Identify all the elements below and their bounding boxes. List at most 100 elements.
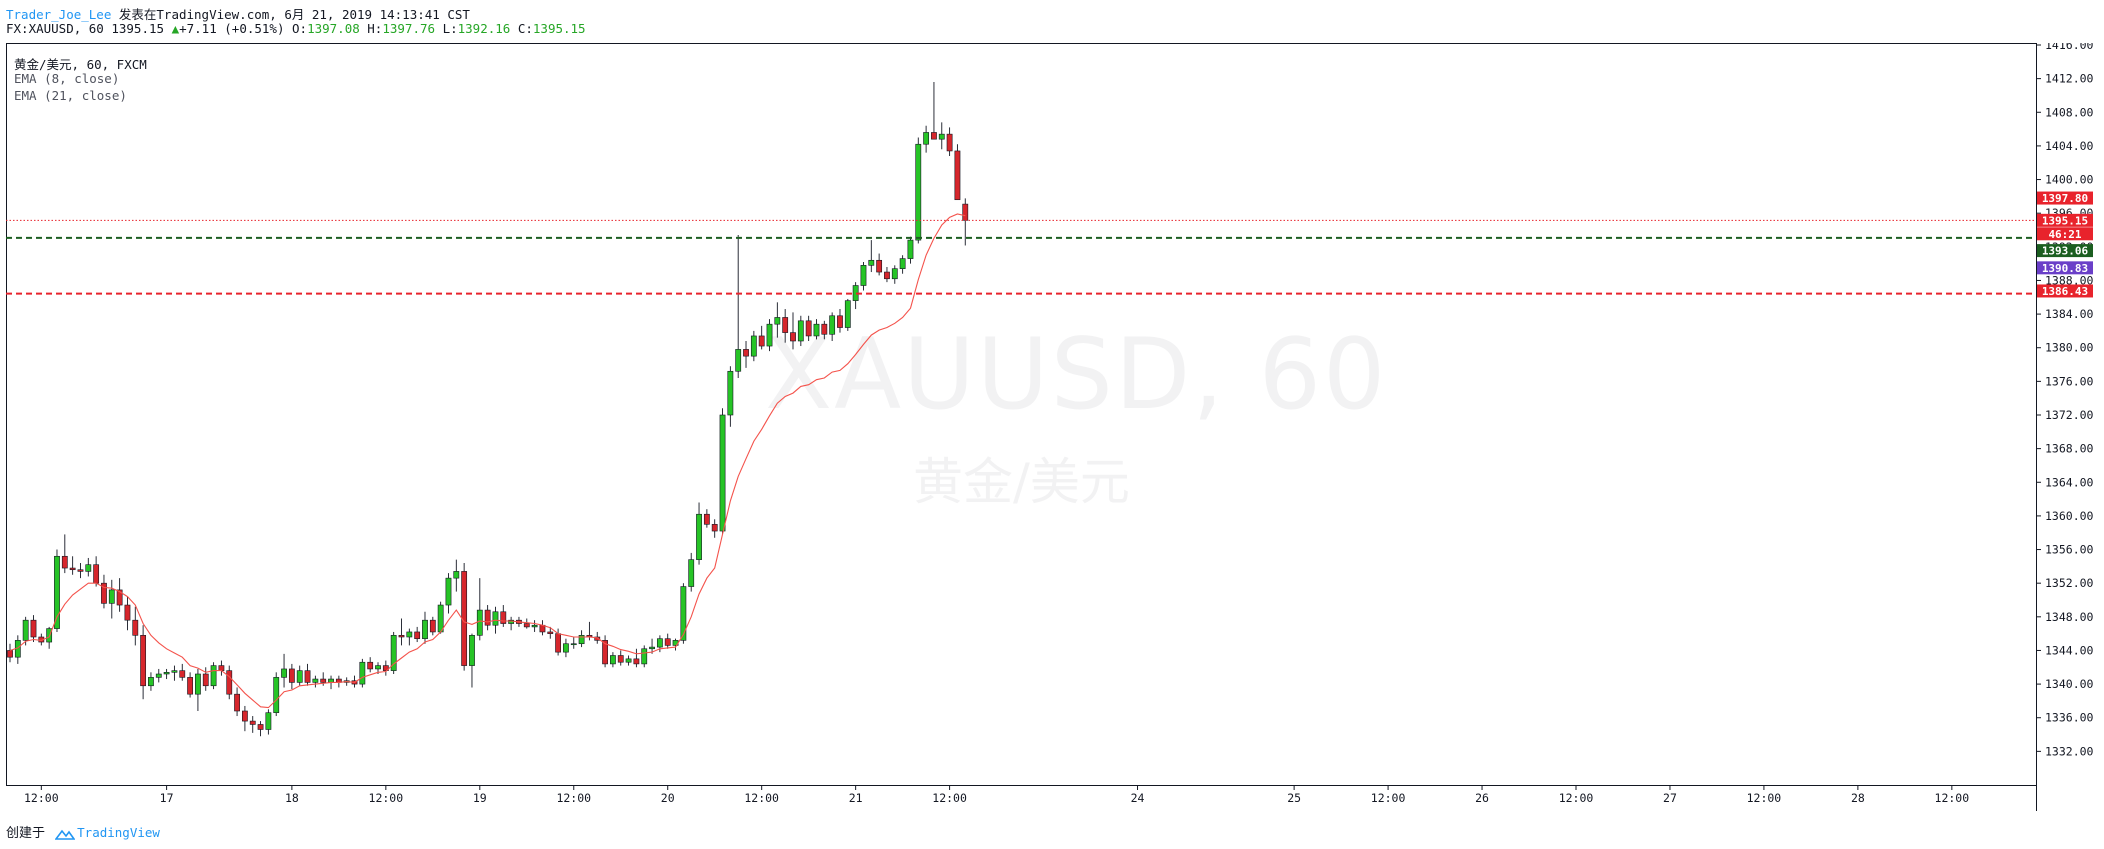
candle-body (320, 678, 327, 683)
candle-body (492, 611, 499, 626)
bull-candle (22, 616, 29, 646)
x-tick-label: 25 (1287, 791, 1301, 805)
x-tick-label: 12:00 (24, 791, 59, 805)
bull-candle (868, 240, 875, 273)
candle-body (703, 513, 710, 525)
price-label-text: 46:21 (2048, 228, 2081, 241)
candle-body (77, 569, 84, 572)
y-tick-label: 1368.00 (2045, 442, 2094, 456)
price-axis-label: 1390.83 (2037, 261, 2093, 275)
candle-body (187, 677, 193, 695)
bear-candle (461, 563, 468, 671)
bull-candle (696, 502, 702, 565)
candle-body (641, 648, 648, 665)
candle-body (649, 646, 655, 650)
candle-body (218, 665, 225, 671)
candle-body (140, 635, 147, 687)
bear-candle (602, 635, 608, 668)
close-value: 1395.15 (532, 21, 586, 36)
y-tick-label: 1348.00 (2045, 610, 2094, 624)
y-tick-label: 1400.00 (2045, 173, 2094, 187)
open-value: 1397.08 (307, 21, 360, 36)
candle-body (594, 636, 601, 641)
price-label-text: 1397.80 (2042, 192, 2088, 205)
candle-body (132, 619, 139, 636)
open-label: O: (292, 21, 308, 36)
candle-body (249, 720, 256, 725)
candle-body (923, 132, 930, 145)
bear-candle (946, 127, 953, 156)
bear-candle (547, 626, 554, 639)
publish-text: 发表在TradingView.com, 6月 21, 2019 14:13:41… (118, 7, 470, 22)
candle-body (750, 335, 757, 357)
legend-ema21[interactable]: EMA (21, close) (14, 88, 127, 103)
ohlc-header: FX:XAUUSD, 60 1395.15 ▲+7.11 (+0.51%) O:… (6, 21, 586, 36)
bull-candle (797, 315, 804, 347)
y-tick-label: 1344.00 (2045, 643, 2094, 657)
candle-body (7, 650, 13, 658)
bear-candle (7, 643, 13, 663)
bull-candle (445, 573, 452, 614)
candle-body (54, 555, 60, 629)
bear-candle (398, 618, 405, 646)
high-label: H: (367, 21, 383, 36)
bear-candle (743, 341, 749, 368)
y-tick-label: 1408.00 (2045, 105, 2094, 119)
bear-candle (218, 660, 225, 676)
candle-body (406, 631, 413, 638)
candle-body (148, 677, 154, 687)
bull-candle (273, 672, 280, 717)
candle-body (664, 638, 671, 646)
candle-body (625, 658, 632, 663)
bull-candle (508, 616, 515, 631)
candle-body (602, 640, 608, 665)
tradingview-link[interactable]: TradingView (77, 825, 160, 840)
bull-candle (148, 672, 154, 691)
candle-body (868, 259, 875, 266)
candle-body (860, 265, 867, 286)
bear-candle (30, 615, 37, 643)
y-tick-label: 1388.00 (2045, 273, 2094, 287)
price-label-text: 1395.15 (2042, 214, 2088, 227)
bear-candle (711, 519, 718, 538)
legend-ema8[interactable]: EMA (8, close) (14, 71, 120, 86)
chart-svg[interactable]: 1416.001412.001408.001404.001400.001396.… (6, 38, 2094, 811)
candle-body (69, 567, 76, 571)
bull-candle (813, 319, 820, 340)
candle-body (30, 619, 37, 638)
candle-body (288, 668, 295, 683)
price-label-text: 1393.06 (2042, 245, 2089, 258)
price-label-bg (2037, 227, 2093, 241)
chart-area[interactable]: 1416.00 1412.00 1408.00 1404.00 1400.00 1396.… (6, 38, 2094, 811)
author-link[interactable]: Trader_Joe_Lee (6, 7, 112, 22)
bear-candle (140, 625, 147, 700)
legend-symbol[interactable]: 黄金/美元, 60, FXCM (14, 57, 147, 72)
candle-body (437, 604, 444, 633)
bear-candle (257, 721, 264, 737)
footer: 创建于 TradingView (6, 822, 160, 841)
bull-candle (829, 312, 836, 341)
candle-body (484, 609, 491, 626)
bull-candle (108, 579, 115, 619)
y-tick-label: 1364.00 (2045, 475, 2094, 489)
y-tick-label: 1340.00 (2045, 677, 2094, 691)
candle-body (563, 643, 569, 653)
candle-body (727, 370, 734, 416)
candle-body (931, 132, 937, 140)
y-tick-label: 1412.00 (2045, 72, 2094, 86)
bull-candle (891, 265, 898, 284)
y-tick-label: 1376.00 (2045, 374, 2094, 388)
x-tick-label: 21 (849, 791, 863, 805)
bear-candle (124, 596, 131, 631)
candle-body (61, 555, 68, 569)
candle-body (766, 323, 773, 347)
x-tick-label: 12:00 (1371, 791, 1406, 805)
price-label-bg (2037, 261, 2093, 275)
bull-candle (296, 665, 303, 686)
candle-body (22, 619, 29, 641)
symbol-line: FX:XAUUSD, 60 1395.15 (6, 21, 165, 36)
bear-candle (805, 315, 812, 341)
candle-body (688, 559, 695, 587)
candle-body (85, 564, 92, 572)
price-axis-label: 1397.80 (2037, 191, 2093, 205)
